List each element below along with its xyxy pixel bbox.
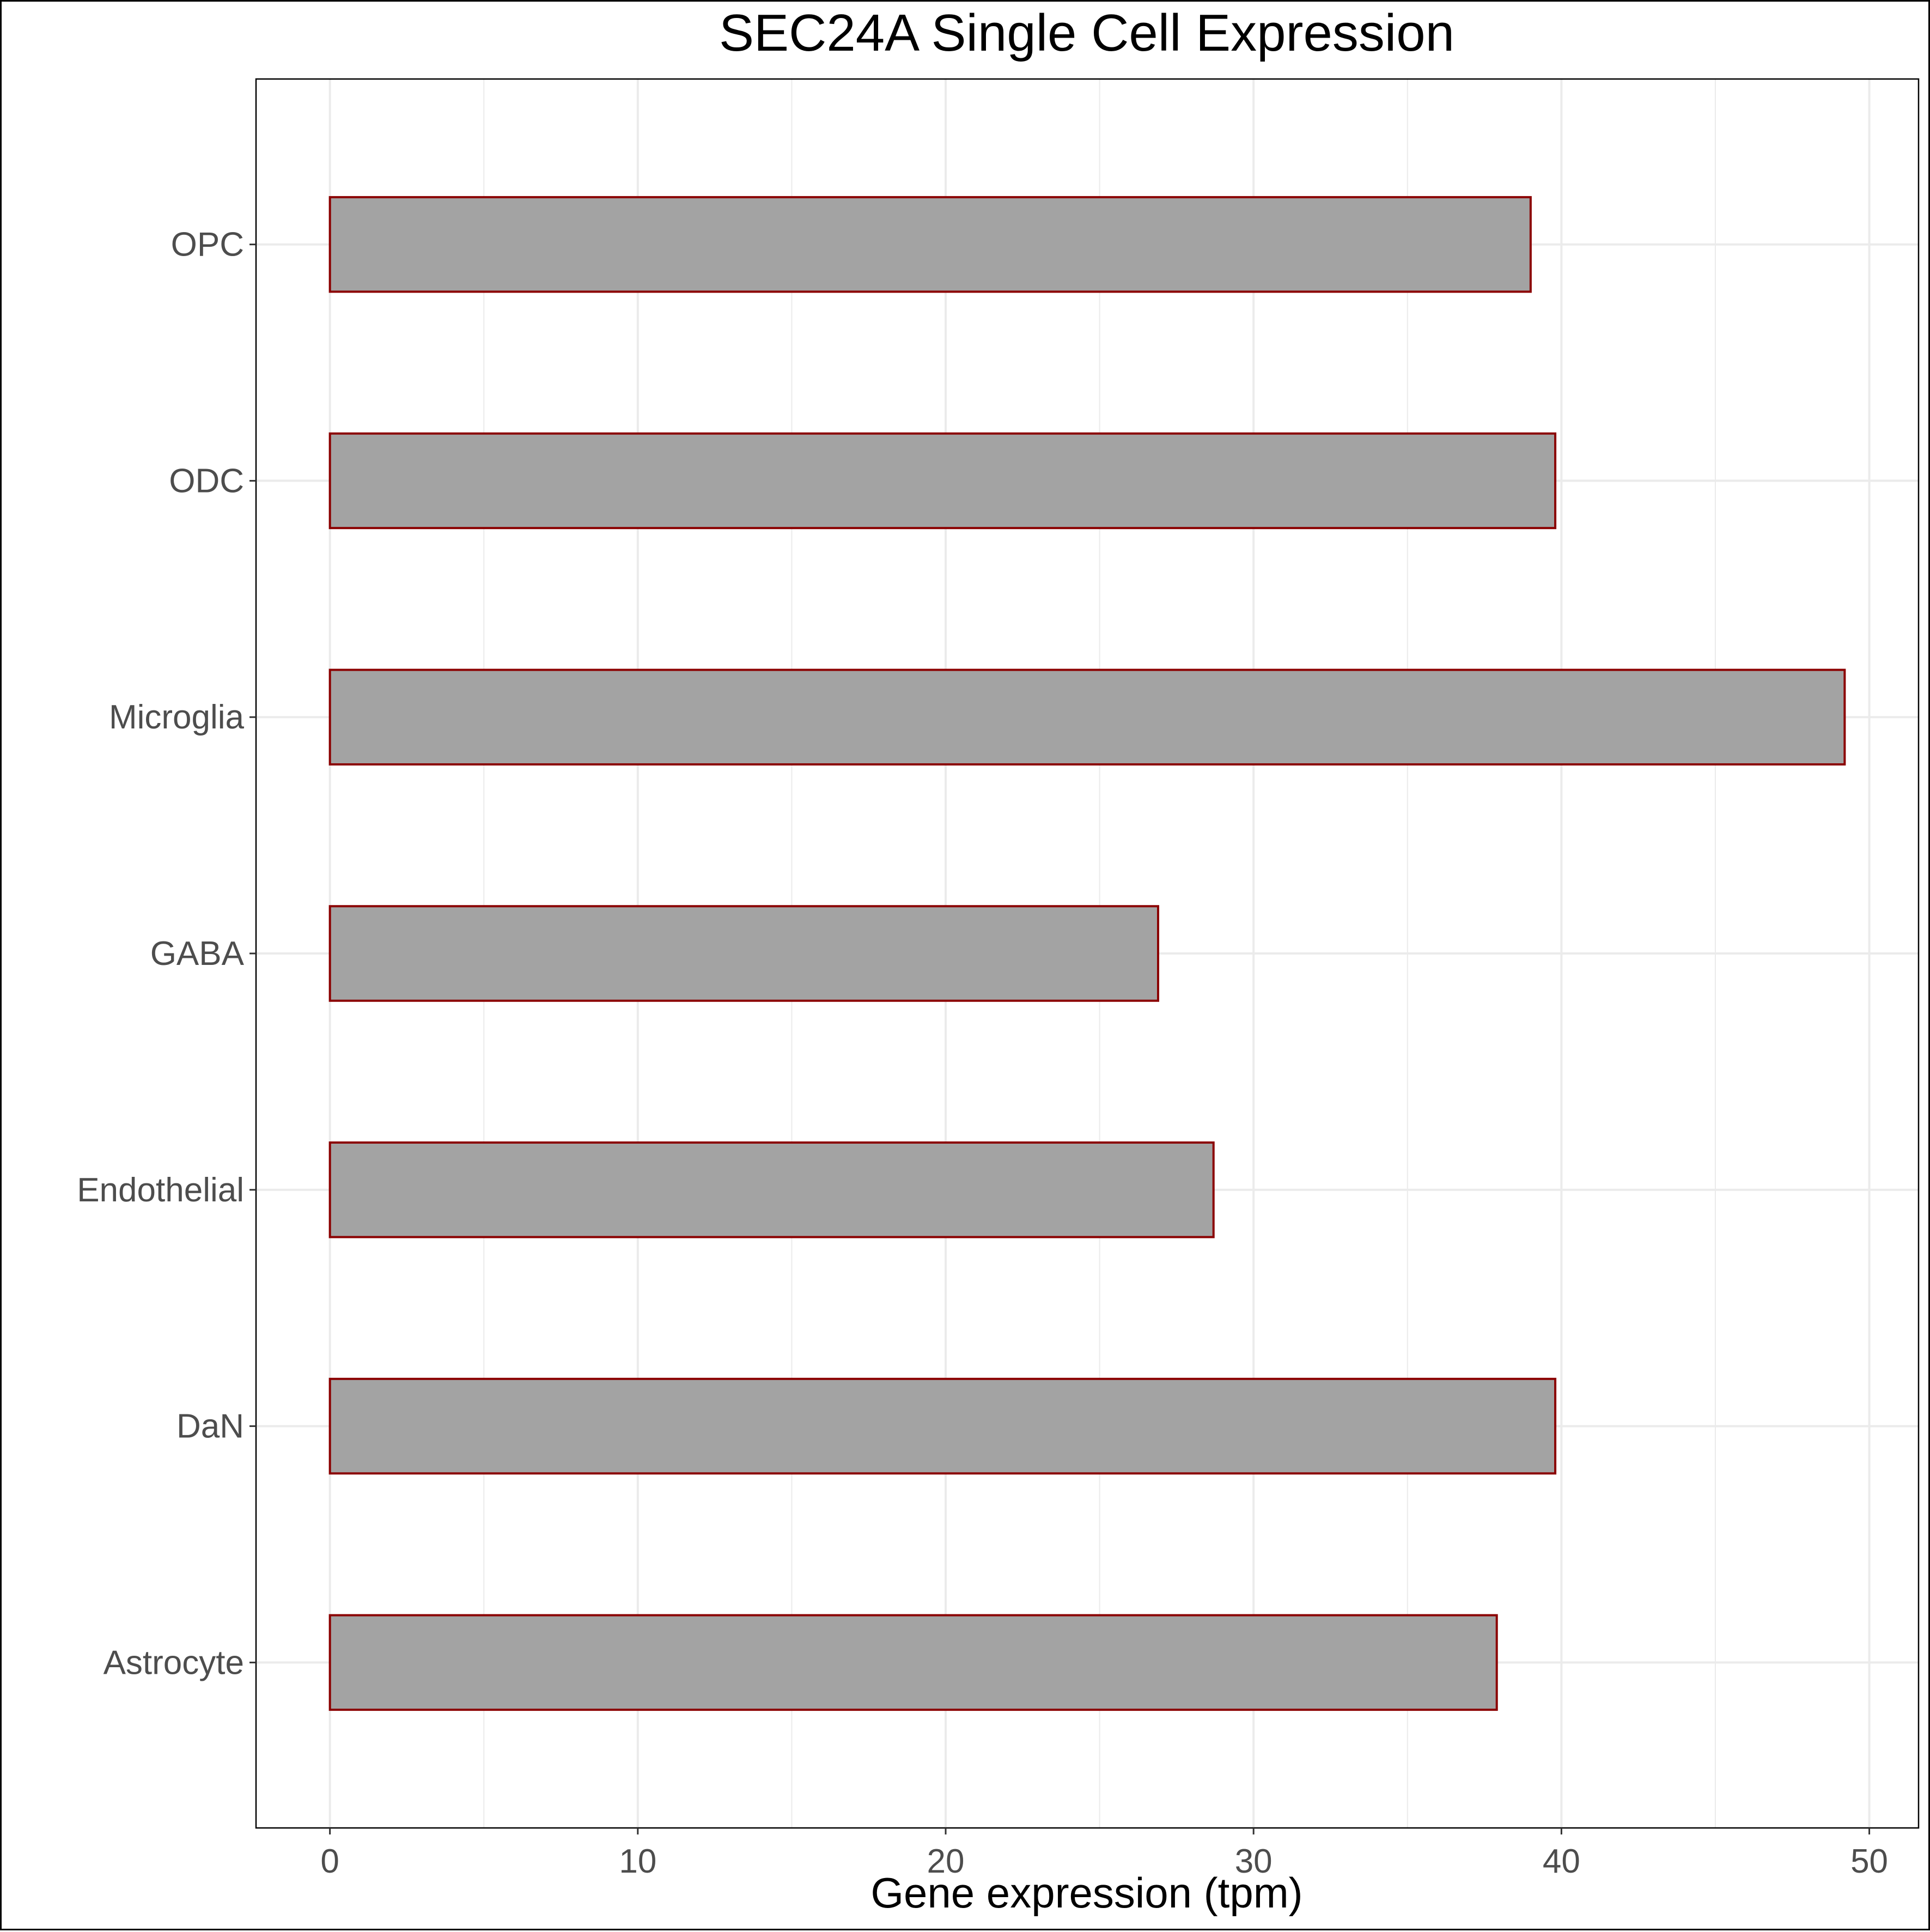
x-tick-label: 30 [1235, 1843, 1273, 1880]
x-tick-label: 10 [619, 1843, 656, 1880]
bar-dan [328, 1377, 1557, 1475]
bar-astrocyte [328, 1614, 1498, 1711]
y-tick-label: Astrocyte [103, 1644, 244, 1681]
y-tick-label: Microglia [109, 698, 245, 736]
x-tick-label: 0 [320, 1843, 339, 1880]
y-tick-label: Endothelial [77, 1171, 244, 1209]
x-tick-label: 20 [927, 1843, 965, 1880]
bar-odc [328, 432, 1557, 530]
bar-gaba [328, 905, 1159, 1002]
y-axis-ticks: Astrocyte DaN Endothelial GABA Microglia ODC O… [77, 226, 256, 1681]
y-tick-label: ODC [169, 462, 244, 500]
bar-microglia [328, 669, 1846, 765]
chart-title: SEC24A Single Cell Expression [719, 4, 1454, 62]
y-tick-label: OPC [171, 226, 244, 264]
bar-opc [328, 196, 1532, 293]
bar-endothelial [328, 1141, 1215, 1238]
x-axis-title: Gene expression (tpm) [870, 1869, 1302, 1917]
x-axis-ticks: 0 10 20 30 40 50 [320, 1828, 1888, 1880]
y-tick-label: GABA [150, 935, 245, 973]
y-tick-label: DaN [176, 1408, 244, 1445]
x-tick-label: 50 [1850, 1843, 1888, 1880]
x-tick-label: 40 [1543, 1843, 1580, 1880]
bars [328, 196, 1846, 1711]
